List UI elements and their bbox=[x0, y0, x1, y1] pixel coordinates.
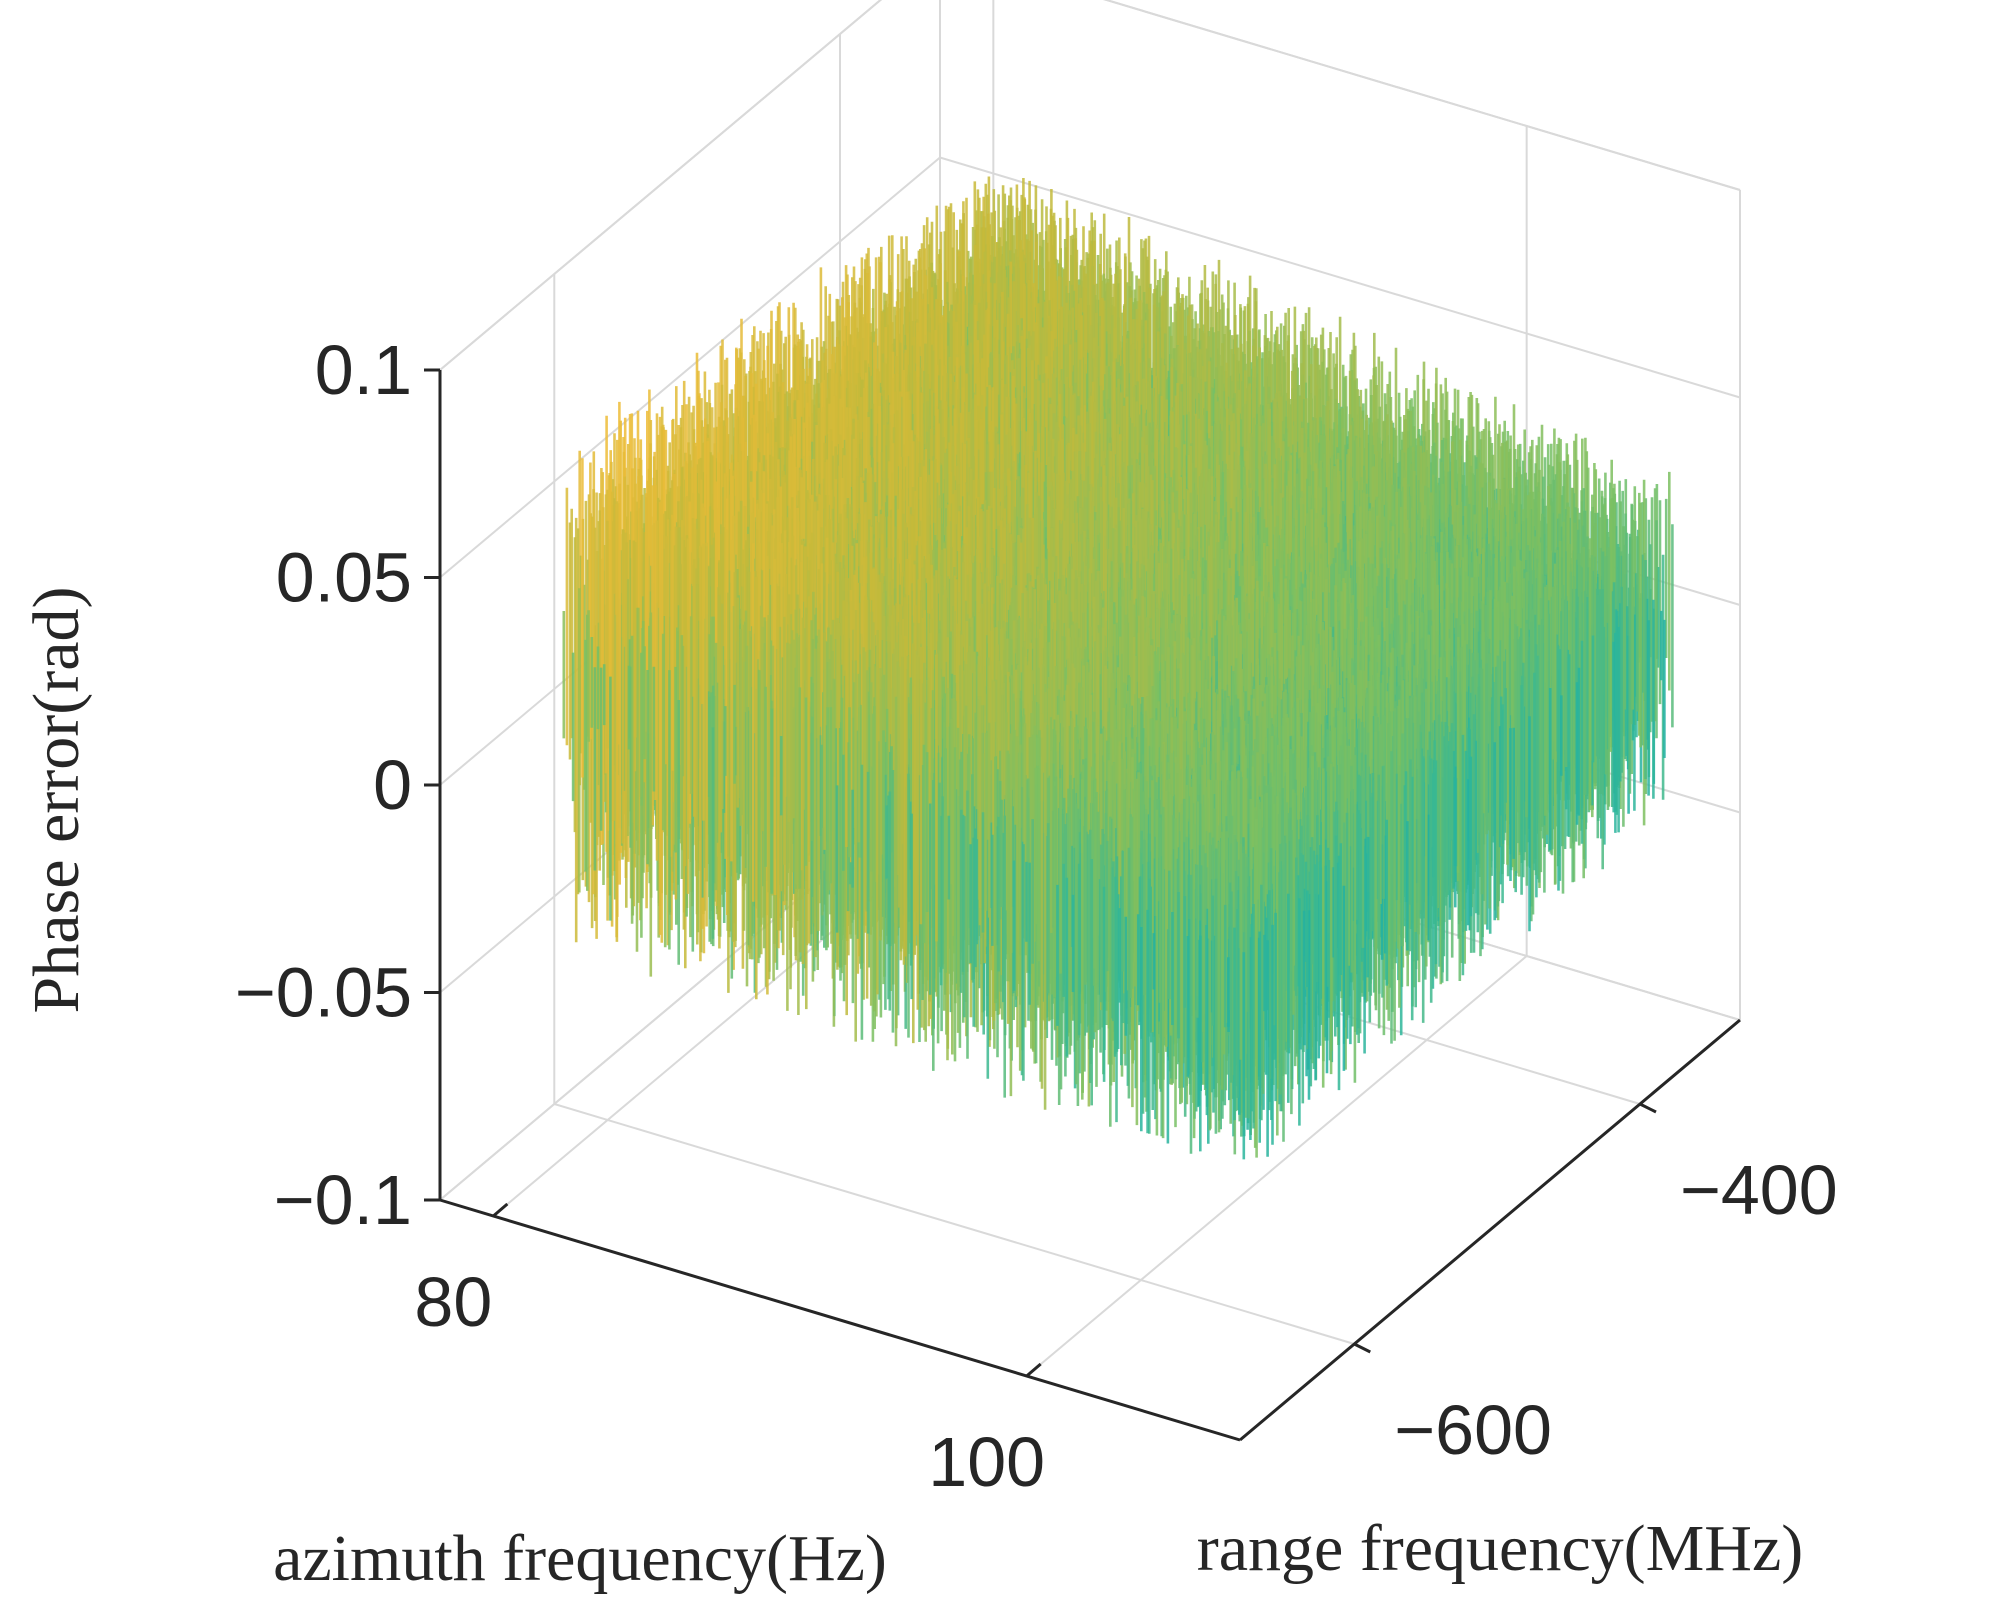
box-edge bbox=[439, 0, 883, 371]
surface-mesh bbox=[562, 176, 1674, 1160]
box-edge bbox=[1103, 0, 1741, 191]
